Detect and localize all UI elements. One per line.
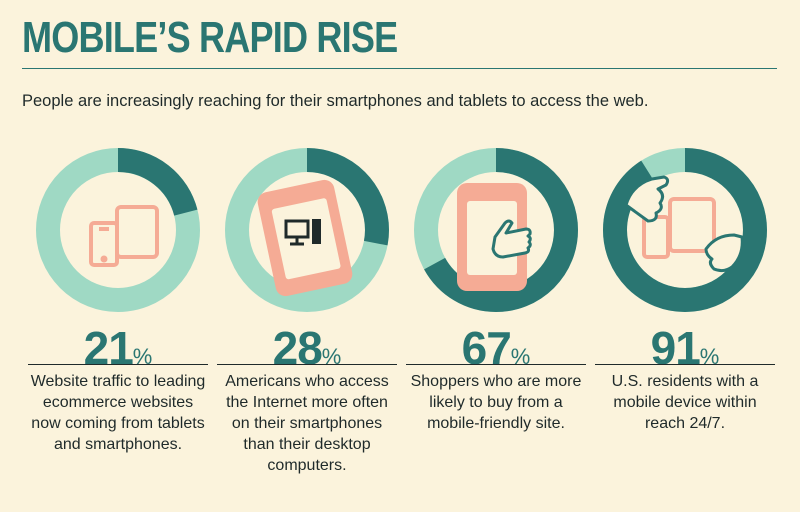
title-divider xyxy=(22,68,777,69)
stat-divider xyxy=(217,364,397,365)
phone-computer-icon xyxy=(257,179,353,297)
stat-number: 67 xyxy=(461,322,512,374)
stat-number: 28 xyxy=(272,322,323,374)
stat-card-shoppers: 67% Shoppers who are more likely to buy … xyxy=(406,145,586,505)
stat-description: U.S. residents with a mobile device with… xyxy=(611,373,759,432)
donut-chart xyxy=(225,148,389,312)
donut-value-arc xyxy=(603,148,767,312)
stat-description: Americans who access the Internet more o… xyxy=(225,373,389,474)
donut-chart xyxy=(36,148,200,312)
stat-description: Shoppers who are more likely to buy from… xyxy=(410,373,582,432)
devices-icon xyxy=(89,205,159,267)
stat-description: Website traffic to leading ecommerce web… xyxy=(30,373,206,453)
donut-value-arc xyxy=(414,148,578,312)
stat-card-residents: 91% U.S. residents with a mobile device … xyxy=(595,145,775,505)
percent-sign: % xyxy=(321,344,342,369)
stat-card-americans: 28% Americans who access the Internet mo… xyxy=(217,145,397,505)
stat-card-traffic: 21% Website traffic to leading ecommerce… xyxy=(28,145,208,505)
percent-sign: % xyxy=(699,344,720,369)
stat-divider xyxy=(595,364,775,365)
page-title: MOBILE’S RAPID RISE xyxy=(22,13,398,62)
stat-divider xyxy=(28,364,208,365)
phone-tap-icon xyxy=(457,183,532,291)
stat-number: 91 xyxy=(650,322,701,374)
donut-chart xyxy=(414,148,578,312)
donut-chart xyxy=(603,148,767,312)
donut-value-arc xyxy=(36,148,200,312)
donut-value-arc xyxy=(225,148,389,312)
hands-devices-icon xyxy=(624,175,744,273)
percent-sign: % xyxy=(132,344,153,369)
percent-sign: % xyxy=(510,344,531,369)
subtitle: People are increasingly reaching for the… xyxy=(22,92,649,110)
stat-divider xyxy=(406,364,586,365)
stat-number: 21 xyxy=(83,322,134,374)
